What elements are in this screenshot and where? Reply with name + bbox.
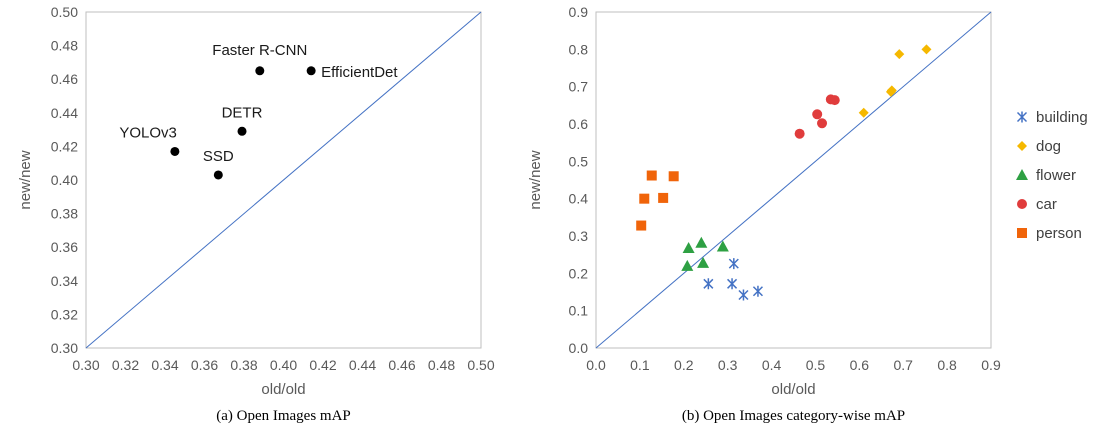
data-point-building	[738, 289, 749, 301]
y-tick-label: 0.4	[569, 191, 589, 207]
y-tick-label: 0.2	[569, 265, 589, 281]
x-tick-label: 0.1	[630, 357, 650, 373]
x-axis-label: old/old	[771, 381, 815, 398]
legend-marker-flower	[1016, 169, 1028, 180]
data-point-building	[727, 278, 738, 290]
data-point-person	[646, 170, 657, 181]
data-point-dog	[921, 44, 932, 55]
legend-label: dog	[1036, 138, 1061, 155]
data-point-car	[812, 109, 823, 120]
data-point-dog	[886, 85, 897, 96]
data-point-flower	[695, 236, 708, 248]
x-axis-label: old/old	[261, 381, 305, 398]
data-point-label: Faster R-CNN	[212, 42, 307, 59]
x-tick-label: 0.0	[586, 357, 606, 373]
chart-category-wise-map: 0.0 0.1 0.2 0.3 0.4 0.5 0.6 0.7 0.8 0.9 0.0 0.1 0.2 0…	[527, 4, 1088, 424]
data-point-label: DETR	[222, 104, 263, 121]
y-tick-label: 0.40	[51, 172, 78, 188]
y-tick-label: 0.50	[51, 4, 78, 20]
y-tick-label: 0.46	[51, 71, 78, 87]
y-tick-label: 0.6	[569, 116, 589, 132]
y-tick-label: 0.34	[51, 273, 78, 289]
data-point-building	[752, 285, 763, 297]
x-tick-label: 0.7	[893, 357, 913, 373]
legend-marker-building	[1016, 111, 1028, 123]
y-tick-label: 0.9	[569, 4, 589, 20]
y-tick-label: 0.48	[51, 38, 78, 54]
x-tick-label: 0.6	[850, 357, 870, 373]
data-point	[306, 66, 316, 76]
y-tick-label: 0.32	[51, 306, 78, 322]
reference-line	[85, 11, 482, 349]
y-tick-label: 0.42	[51, 138, 78, 154]
data-point-dog	[894, 49, 905, 60]
figure-caption: (a) Open Images mAP	[216, 408, 351, 424]
x-tick-label: 0.30	[72, 357, 99, 373]
y-tick-label: 0.0	[569, 340, 589, 356]
x-tick-label: 0.50	[467, 357, 494, 373]
x-tick-label: 0.32	[112, 357, 139, 373]
y-tick-label: 0.44	[51, 105, 78, 121]
legend-label: building	[1036, 109, 1088, 126]
y-axis-label: new/new	[527, 150, 544, 209]
data-point-person	[658, 192, 669, 203]
data-point-person	[668, 171, 679, 182]
x-tick-label: 0.48	[428, 357, 455, 373]
figure-caption: (b) Open Images category-wise mAP	[682, 408, 905, 424]
data-point-flower	[681, 259, 694, 271]
data-point-car	[829, 95, 840, 106]
x-tick-label: 0.34	[151, 357, 178, 373]
y-tick-label: 0.5	[569, 153, 589, 169]
x-tick-label: 0.2	[674, 357, 694, 373]
data-point-person	[636, 220, 647, 231]
y-tick-label: 0.36	[51, 239, 78, 255]
data-point-building	[703, 278, 714, 290]
data-point-car	[794, 128, 805, 139]
data-point-label: SSD	[203, 148, 234, 165]
legend-label: flower	[1036, 167, 1076, 184]
data-point-car	[817, 118, 828, 129]
data-point	[170, 146, 180, 156]
x-tick-label: 0.38	[230, 357, 257, 373]
data-point-flower	[697, 256, 710, 268]
plot-area	[595, 11, 992, 349]
x-tick-label: 0.8	[937, 357, 957, 373]
x-tick-label: 0.40	[270, 357, 297, 373]
data-point-flower	[716, 240, 729, 252]
chart-open-images-map: 0.30 0.32 0.34 0.36 0.38 0.40 0.42 0.44 0.46 0.48…	[17, 4, 495, 424]
data-point-label: YOLOv3	[119, 124, 177, 141]
data-point	[255, 66, 265, 76]
data-point	[213, 170, 223, 180]
y-tick-label: 0.1	[569, 303, 589, 319]
data-point-dog	[858, 107, 869, 118]
y-axis-label: new/new	[17, 150, 34, 209]
legend-label: person	[1036, 225, 1082, 242]
x-tick-label: 0.4	[762, 357, 782, 373]
legend-marker-dog	[1017, 141, 1027, 151]
x-tick-label: 0.9	[981, 357, 1001, 373]
x-tick-label: 0.36	[191, 357, 218, 373]
x-tick-label: 0.3	[718, 357, 738, 373]
legend-marker-person	[1017, 228, 1027, 238]
y-tick-label: 0.38	[51, 206, 78, 222]
y-tick-label: 0.8	[569, 41, 589, 57]
data-point-label: EfficientDet	[321, 64, 398, 81]
data-point-person	[639, 193, 650, 204]
data-point-flower	[682, 241, 695, 253]
y-tick-label: 0.7	[569, 79, 589, 95]
legend-marker-car	[1017, 199, 1027, 209]
x-tick-label: 0.5	[806, 357, 826, 373]
y-tick-label: 0.3	[569, 228, 589, 244]
reference-line	[595, 11, 992, 349]
legend-label: car	[1036, 196, 1057, 213]
x-tick-label: 0.42	[309, 357, 336, 373]
data-point-building	[728, 258, 739, 270]
data-point	[237, 126, 247, 136]
x-tick-label: 0.46	[388, 357, 415, 373]
y-tick-label: 0.30	[51, 340, 78, 356]
plot-area	[85, 11, 482, 349]
x-tick-label: 0.44	[349, 357, 376, 373]
